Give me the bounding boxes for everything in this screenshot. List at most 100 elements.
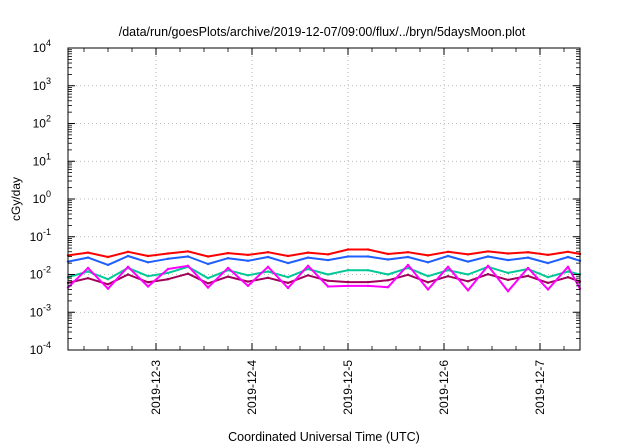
series-1-point: [566, 250, 570, 253]
series-5-point: [206, 286, 210, 289]
series-5-point: [466, 289, 470, 292]
y-tick-label: 10-4: [30, 340, 51, 357]
series-5-point: [326, 285, 330, 288]
series-4-point: [206, 282, 210, 285]
series-5-point: [126, 265, 130, 268]
series-2-point: [226, 257, 230, 260]
y-tick-base: 10: [33, 41, 47, 55]
series-5-point: [366, 284, 370, 288]
y-tick-base: 10: [33, 154, 47, 168]
series-2-point: [506, 258, 510, 262]
series-3-point: [326, 273, 330, 276]
y-tick-label: 102: [33, 114, 51, 131]
series-1-point: [106, 255, 110, 259]
grid: [68, 48, 580, 350]
series-4-point: [226, 275, 230, 278]
series-4-point: [246, 280, 250, 283]
series-1-point: [166, 252, 170, 255]
x-tick-label: 2019-12-7: [533, 360, 547, 415]
series-1-point: [406, 251, 410, 254]
y-tick-base: 10: [30, 305, 44, 319]
series-2-point: [286, 261, 290, 265]
series-5-point: [406, 263, 410, 267]
series-1-point: [366, 248, 370, 251]
series-4-point: [566, 276, 570, 279]
x-tick-label: 2019-12-4: [245, 360, 259, 415]
series-5-point: [566, 265, 570, 268]
y-tick-exponent: 3: [46, 76, 51, 86]
y-tick-label: 103: [33, 76, 51, 93]
series-1-point: [466, 253, 470, 256]
series-2-point: [466, 260, 470, 263]
series-2-point: [266, 255, 270, 259]
series-5-point: [426, 288, 430, 291]
series-5-point: [506, 290, 510, 293]
series-3-point: [566, 270, 570, 273]
x-tick-label: 2019-12-3: [149, 360, 163, 415]
series-1-point: [346, 248, 350, 251]
y-tick-label: 10-2: [30, 265, 51, 282]
series-3-point: [386, 273, 390, 276]
series-4-point: [506, 278, 510, 282]
series-4-point: [386, 279, 390, 282]
series-2-point: [486, 255, 490, 258]
series-1-point: [326, 253, 330, 256]
series-3-point: [166, 271, 170, 275]
series-5-point: [286, 286, 290, 290]
y-tick-exponent: -4: [43, 340, 51, 350]
y-tick-base: 10: [33, 117, 47, 131]
y-tick-base: 10: [30, 268, 44, 282]
series-4-point: [546, 281, 550, 285]
series-2-point: [346, 255, 350, 258]
series-4-point: [266, 276, 270, 279]
series-1-point: [446, 250, 450, 253]
series-3-point: [466, 273, 470, 276]
series-2-point: [86, 256, 90, 259]
series-1-point: [286, 254, 290, 258]
y-tick-label: 100: [33, 189, 51, 206]
y-tick-label: 10-1: [30, 227, 51, 244]
series-4-point: [146, 281, 150, 284]
series-1-point: [486, 250, 490, 253]
series-1-point: [526, 251, 530, 254]
series-3-point: [286, 276, 290, 279]
series-4-point: [446, 275, 450, 278]
series-1-point: [506, 252, 510, 255]
chart-title: /data/run/goesPlots/archive/2019-12-07/0…: [119, 25, 526, 39]
series-5-point: [346, 284, 350, 288]
series-5-point: [226, 266, 230, 270]
series-2-point: [546, 261, 550, 265]
series-3-point: [406, 266, 410, 270]
series-3-point: [506, 271, 510, 275]
series-5-point: [526, 266, 530, 270]
series-3-point: [206, 277, 210, 280]
series-2-point: [426, 261, 430, 264]
series-1-point: [86, 251, 90, 254]
y-tick-exponent: -3: [43, 302, 51, 312]
series-2-point: [126, 254, 130, 258]
series-2-point: [146, 261, 150, 264]
series-3-point: [366, 269, 370, 272]
series-4-point: [86, 277, 90, 280]
series-1-point: [206, 255, 210, 258]
series-1-point: [306, 251, 310, 254]
y-tick-base: 10: [33, 192, 47, 206]
series-5-point: [306, 264, 310, 267]
y-tick-exponent: -2: [43, 265, 51, 275]
series-2-point: [106, 263, 110, 267]
series-5-point: [246, 284, 250, 288]
series-2-point: [306, 256, 310, 259]
series-5-point: [266, 265, 270, 268]
series-4-point: [466, 280, 470, 283]
y-tick-exponent: 0: [46, 189, 51, 199]
series-5-point: [386, 286, 390, 289]
y-tick-exponent: 2: [46, 114, 51, 124]
series-2-point: [166, 257, 170, 260]
series-2-point: [206, 262, 210, 266]
series-5-point: [186, 264, 190, 267]
series-3-point: [146, 275, 150, 278]
series-4-point: [306, 274, 310, 277]
series-2-point: [406, 255, 410, 259]
